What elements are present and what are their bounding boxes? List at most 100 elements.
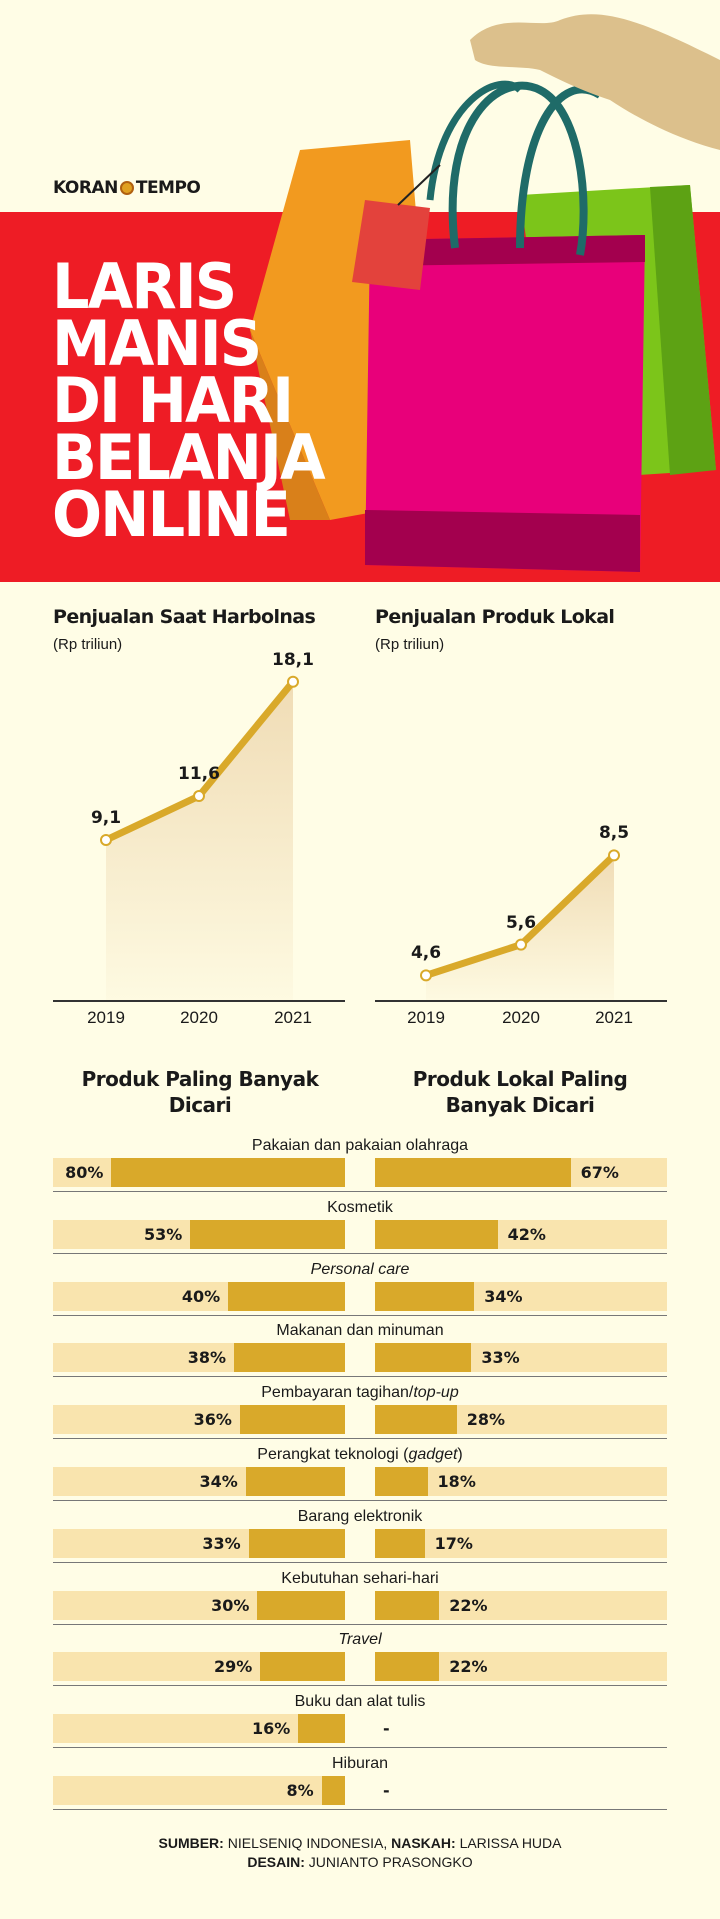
bar-value-label: 30% bbox=[211, 1595, 250, 1615]
category-label: Personal care bbox=[310, 1260, 410, 1278]
data-label: 5,6 bbox=[505, 912, 537, 933]
x-tick-label: 2019 bbox=[87, 1008, 125, 1027]
bar-value-label: 36% bbox=[193, 1410, 232, 1430]
category-label: Buku dan alat tulis bbox=[294, 1693, 426, 1711]
bar-value-label: 34% bbox=[199, 1472, 238, 1491]
row-divider bbox=[53, 1438, 667, 1440]
hand-icon bbox=[470, 14, 720, 150]
bar-value-label: 28% bbox=[466, 1410, 506, 1430]
category-label: Barang elektronik bbox=[297, 1507, 423, 1525]
data-point bbox=[100, 834, 112, 846]
data-point bbox=[193, 790, 205, 803]
bar bbox=[375, 1590, 440, 1620]
row-divider bbox=[53, 1623, 667, 1625]
bar-value-label: 40% bbox=[181, 1286, 221, 1306]
area-fill bbox=[106, 681, 293, 1000]
line-charts bbox=[53, 675, 667, 1002]
shopping-illustration bbox=[250, 14, 720, 572]
bar bbox=[375, 1467, 428, 1496]
bar-value-label: 67% bbox=[580, 1163, 619, 1182]
bar-value-label: 53% bbox=[143, 1224, 183, 1244]
bar bbox=[321, 1776, 345, 1805]
bar-track: 22% bbox=[375, 1652, 667, 1682]
row-divider bbox=[53, 1747, 667, 1749]
bar-track: 40% bbox=[53, 1281, 345, 1311]
bar bbox=[375, 1281, 475, 1311]
data-point bbox=[287, 675, 299, 688]
chart-title: Penjualan Saat Harbolnas bbox=[53, 606, 316, 628]
source: NIELSENIQ INDONESIA, bbox=[227, 1835, 388, 1851]
bar-value-label: 29% bbox=[214, 1657, 253, 1677]
bar-track: 80% bbox=[53, 1158, 345, 1187]
bar-track: 17% bbox=[375, 1528, 667, 1558]
design-label: DESAIN: bbox=[247, 1854, 305, 1870]
bar-track: 33% bbox=[53, 1528, 345, 1558]
bar-track: 34% bbox=[53, 1467, 345, 1496]
data-point bbox=[420, 969, 432, 982]
area-fill bbox=[426, 855, 614, 1000]
bar-track: 18% bbox=[375, 1467, 667, 1496]
bar-track: 34% bbox=[375, 1281, 667, 1311]
magenta-bag bbox=[365, 235, 645, 572]
x-tick-label: 2019 bbox=[407, 1008, 445, 1027]
bar bbox=[239, 1405, 345, 1435]
data-point bbox=[515, 938, 527, 951]
designer: JUNIANTO PRASONGKO bbox=[308, 1854, 473, 1870]
chart-title: Penjualan Produk Lokal bbox=[375, 606, 615, 628]
bar-track: 28% bbox=[375, 1405, 667, 1435]
koran-tempo-logo: KORAN TEMPO bbox=[53, 178, 201, 198]
bar-track: 30% bbox=[53, 1590, 345, 1620]
x-tick-label: 2020 bbox=[502, 1008, 540, 1027]
category-label: Pembayaran tagihan/top-up bbox=[261, 1384, 459, 1402]
logo-text: KORAN bbox=[53, 178, 118, 198]
x-tick-label: 2021 bbox=[274, 1008, 312, 1027]
bar bbox=[245, 1467, 345, 1496]
row-divider bbox=[53, 1252, 667, 1254]
row-divider bbox=[53, 1809, 667, 1810]
title-line: BELANJA bbox=[52, 421, 326, 494]
bar-track: 36% bbox=[53, 1405, 345, 1435]
title-line: ONLINE bbox=[52, 478, 291, 551]
category-label: Kosmetik bbox=[327, 1198, 393, 1216]
data-label: 18,1 bbox=[272, 649, 314, 670]
title-line: DI HARI bbox=[52, 364, 294, 437]
bar bbox=[375, 1343, 472, 1373]
data-label: 9,1 bbox=[90, 808, 122, 828]
shopping-bags-icon bbox=[250, 80, 716, 572]
bar-track: 33% bbox=[375, 1343, 667, 1373]
bar bbox=[375, 1158, 571, 1187]
bar-track: 38% bbox=[53, 1343, 345, 1373]
x-tick-label: 2021 bbox=[595, 1008, 633, 1027]
bar-value-label: 42% bbox=[507, 1224, 546, 1244]
bar bbox=[375, 1219, 498, 1249]
category-label: Pakaian dan pakaian olahraga bbox=[251, 1137, 469, 1154]
bar bbox=[375, 1528, 425, 1558]
green-bag-side bbox=[650, 185, 716, 475]
bar-value-label: 38% bbox=[187, 1348, 227, 1368]
category-label: Kebutuhan sehari-hari bbox=[281, 1569, 439, 1587]
bar-value-label: 22% bbox=[449, 1595, 488, 1615]
data-point bbox=[608, 849, 620, 862]
category-label: Hiburan bbox=[331, 1755, 389, 1772]
bar-track: 67% bbox=[375, 1158, 667, 1187]
credits: SUMBER: NIELSENIQ INDONESIA, NASKAH: LAR… bbox=[0, 1834, 720, 1872]
orange-bag-side bbox=[250, 330, 330, 520]
bar-value-label: 34% bbox=[484, 1286, 523, 1306]
bar-track: 22% bbox=[375, 1590, 667, 1620]
bar-chart-title-right: Produk Lokal Paling Banyak Dicari bbox=[412, 1067, 628, 1117]
bar-value-label: 17% bbox=[434, 1533, 473, 1553]
bar-track: 29% bbox=[53, 1652, 345, 1682]
bar bbox=[190, 1219, 345, 1249]
row-divider bbox=[53, 1561, 667, 1563]
logo-text: TEMPO bbox=[135, 178, 201, 198]
bar-value-label: 18% bbox=[437, 1472, 476, 1491]
data-label: 4,6 bbox=[410, 943, 442, 964]
data-label: 8,5 bbox=[598, 823, 630, 844]
bar bbox=[234, 1343, 345, 1373]
bar bbox=[228, 1281, 345, 1311]
writer-label: NASKAH: bbox=[391, 1835, 456, 1851]
row-divider bbox=[53, 1376, 667, 1378]
bar-chart-title-left: Produk Paling Banyak Dicari bbox=[81, 1067, 319, 1117]
bar-track: 42% bbox=[375, 1219, 667, 1249]
x-tick-label: 2020 bbox=[180, 1008, 218, 1027]
